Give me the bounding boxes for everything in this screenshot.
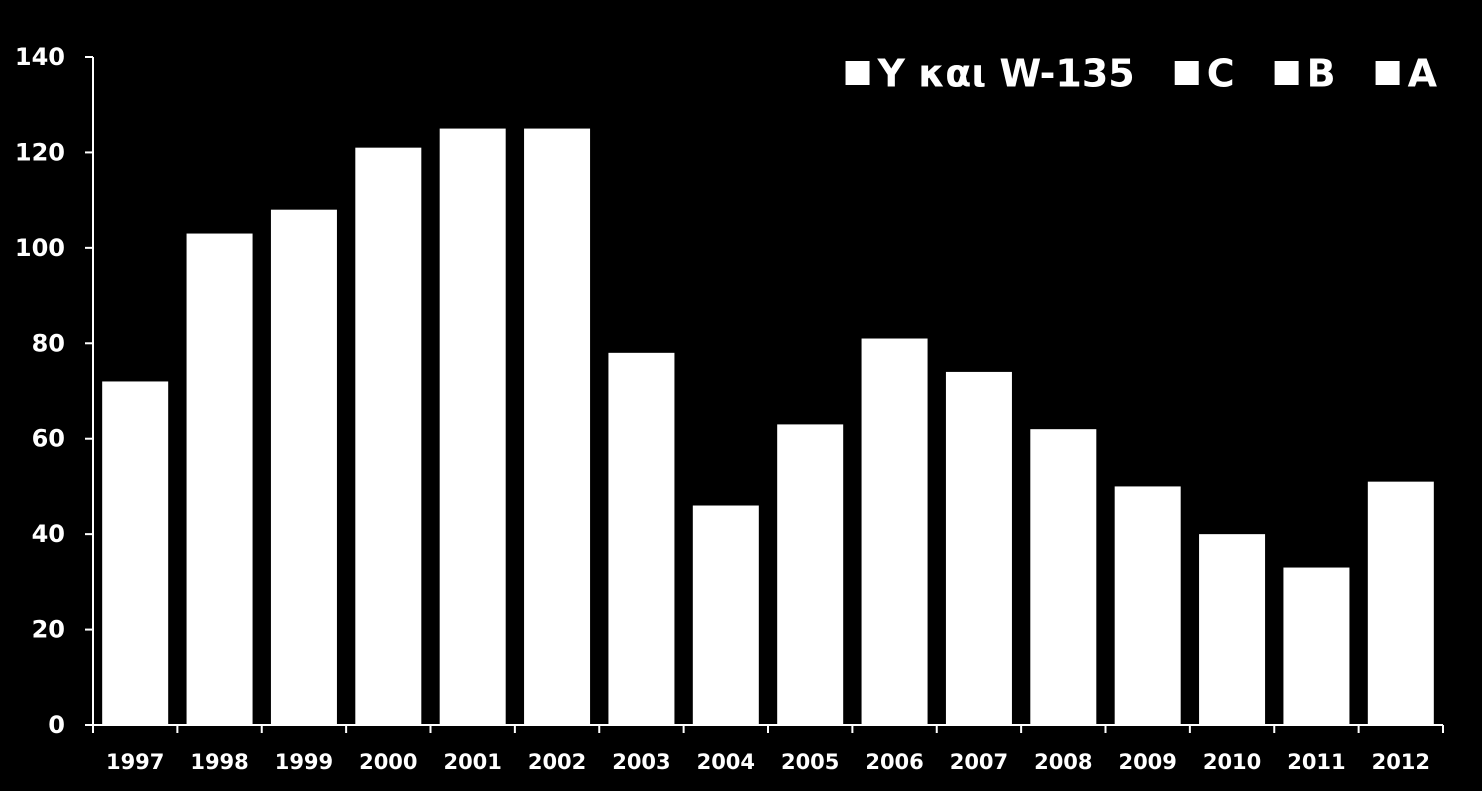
bar-2007 [945,371,1012,725]
bars-group [102,128,1434,726]
x-tick-label: 1997 [106,750,164,774]
x-tick-label: 2000 [359,750,417,774]
x-tick-label: 1998 [190,750,248,774]
bar-2003 [608,352,675,725]
bar-2004 [692,505,759,725]
y-tick-label: 40 [32,520,65,548]
plot-area: 0 20 40 60 80 100 120 140 1997 1998 1999 2000 2001 2… [15,43,1444,774]
bar-2002 [524,128,591,726]
y-tick-label: 0 [48,711,65,739]
y-tick-label: 120 [15,138,65,166]
x-axis-ticks: 1997 1998 1999 2000 2001 2002 2003 2004 2005 2006… [92,725,1444,774]
legend-swatch [1274,61,1299,85]
bar-2008 [1030,429,1097,725]
y-tick-label: 60 [32,425,65,453]
x-tick-label: 2012 [1372,750,1430,774]
bar-2000 [355,147,422,725]
x-tick-label: 2004 [697,750,755,774]
legend-swatch [1375,61,1400,85]
legend-item: C [1174,52,1235,96]
y-tick-label: 20 [32,616,65,644]
bar-1997 [102,381,169,725]
y-tick-label: 80 [32,329,65,357]
x-tick-label: 2009 [1118,750,1176,774]
x-tick-label: 2005 [781,750,839,774]
y-tick-label: 100 [15,234,65,262]
bar-1999 [270,209,337,725]
x-tick-label: 2006 [865,750,923,774]
bar-2012 [1367,481,1434,725]
x-tick-label: 2003 [612,750,670,774]
legend-swatch [845,61,870,85]
x-tick-label: 2007 [950,750,1008,774]
x-tick-label: 2010 [1203,750,1261,774]
bar-2006 [861,338,928,725]
legend: Y και W-135 C B A [845,52,1438,96]
legend-label: C [1207,52,1235,96]
x-tick-label: 2001 [443,750,501,774]
legend-label: Y και W-135 [877,52,1135,96]
x-tick-label: 2008 [1034,750,1092,774]
x-tick-label: 2002 [528,750,586,774]
bar-1998 [186,233,253,726]
bar-2010 [1199,534,1266,725]
legend-item: A [1375,52,1438,96]
x-tick-label: 2011 [1287,750,1345,774]
legend-label: A [1408,52,1438,96]
legend-item: Y και W-135 [845,52,1135,96]
legend-label: B [1307,52,1336,96]
bar-2011 [1283,567,1350,725]
bar-2001 [439,128,506,726]
legend-swatch [1174,61,1199,85]
bar-2005 [777,424,844,725]
bar-2009 [1114,486,1181,725]
y-tick-label: 140 [15,43,65,71]
x-tick-label: 1999 [275,750,333,774]
legend-item: B [1274,52,1336,96]
y-axis-ticks: 0 20 40 60 80 100 120 140 [15,43,93,739]
